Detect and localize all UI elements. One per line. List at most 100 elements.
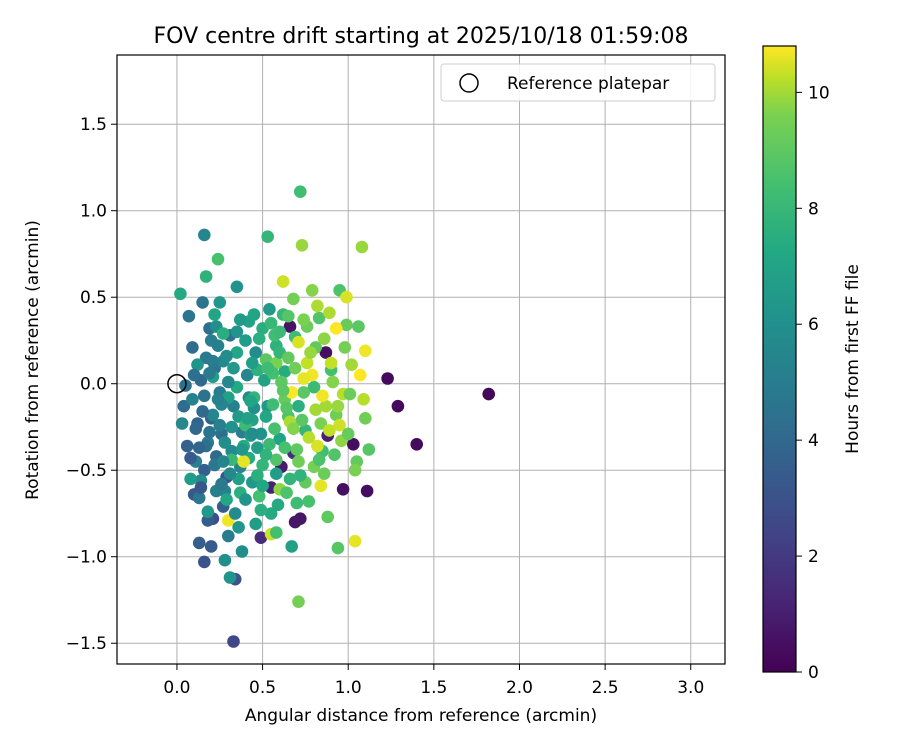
scatter-point xyxy=(252,332,266,346)
colorbar-gradient xyxy=(762,45,797,673)
scatter-point xyxy=(287,422,300,436)
legend-label: Reference platepar xyxy=(507,74,669,94)
colorbar-tick-label: 2 xyxy=(808,547,819,567)
scatter-point xyxy=(204,540,218,553)
scatter-point xyxy=(249,517,262,531)
scatter-point xyxy=(222,375,235,389)
scatter-point xyxy=(259,410,273,423)
x-axis-label: Angular distance from reference (arcmin) xyxy=(245,706,597,726)
scatter-point xyxy=(196,296,209,309)
scatter-point xyxy=(314,417,328,430)
scatter-point xyxy=(357,393,370,406)
scatter-point xyxy=(278,441,292,455)
scatter-point xyxy=(311,299,324,313)
scatter-point xyxy=(362,443,376,456)
scatter-point xyxy=(189,422,203,436)
scatter-point xyxy=(251,441,264,455)
scatter-point xyxy=(239,493,252,506)
colorbar-tick-label: 0 xyxy=(808,663,819,683)
scatter-point xyxy=(302,495,316,508)
scatter-point xyxy=(410,438,424,451)
scatter-points xyxy=(174,185,496,648)
scatter-point xyxy=(278,365,292,378)
scatter-point xyxy=(290,496,304,510)
scatter-point xyxy=(312,311,326,325)
scatter-point xyxy=(228,507,242,520)
scatter-point xyxy=(249,346,262,359)
scatter-point xyxy=(235,545,249,558)
scatter-point xyxy=(295,413,309,427)
scatter-point xyxy=(201,505,215,518)
scatter-point xyxy=(297,372,311,385)
legend-box xyxy=(440,63,716,102)
y-axis-ticks: −1.5 −1.0 −0.5 0.0 0.5 1.0 1.5 xyxy=(66,115,117,654)
scatter-point xyxy=(235,443,249,456)
scatter-point xyxy=(211,393,225,406)
scatter-point xyxy=(247,308,261,321)
scatter-point xyxy=(191,358,204,372)
colorbar-ticks: 0 2 4 6 8 10 xyxy=(796,83,830,683)
scatter-point xyxy=(256,479,269,493)
x-tick-label: 1.5 xyxy=(420,678,447,698)
scatter-point xyxy=(263,303,276,316)
scatter-point xyxy=(353,368,367,382)
scatter-point xyxy=(285,540,299,553)
scatter-point xyxy=(222,529,235,543)
scatter-point xyxy=(192,441,206,455)
scatter-point xyxy=(263,438,276,451)
scatter-point xyxy=(323,306,336,320)
scatter-point xyxy=(216,327,230,340)
scatter-point xyxy=(283,320,297,333)
colorbar-label: Hours from first FF file xyxy=(843,264,863,454)
scatter-point xyxy=(258,374,271,387)
scatter-point xyxy=(307,380,321,394)
scatter-point xyxy=(348,463,362,477)
scatter-point xyxy=(266,398,280,411)
scatter-point xyxy=(292,595,305,608)
scatter-point xyxy=(218,553,232,567)
scatter-point xyxy=(341,427,355,441)
scatter-point xyxy=(319,399,333,413)
scatter-point xyxy=(321,510,335,524)
scatter-point xyxy=(270,526,283,539)
scatter-point xyxy=(280,401,293,415)
scatter-point xyxy=(192,536,206,550)
chart-title: FOV centre drift starting at 2025/10/18 … xyxy=(154,24,689,49)
scatter-point xyxy=(348,534,362,548)
scatter-point xyxy=(282,309,295,323)
scatter-point xyxy=(295,239,309,252)
scatter-point xyxy=(182,309,196,323)
scatter-point xyxy=(283,472,297,486)
scatter-point xyxy=(196,405,209,418)
scatter-point xyxy=(237,455,250,468)
scatter-point xyxy=(174,287,187,301)
scatter-point xyxy=(309,403,323,417)
scatter-point xyxy=(252,489,266,503)
scatter-point xyxy=(264,316,278,330)
scatter-point xyxy=(251,469,264,482)
y-tick-label: 0.5 xyxy=(80,288,107,308)
scatter-point xyxy=(220,493,233,506)
scatter-point xyxy=(223,467,237,481)
x-tick-label: 2.5 xyxy=(592,678,619,698)
scatter-point xyxy=(282,351,295,365)
scatter-point xyxy=(287,292,300,306)
scatter-point xyxy=(261,361,275,375)
scatter-point xyxy=(280,486,293,500)
scatter-point xyxy=(198,228,211,242)
scatter-point xyxy=(240,412,254,425)
scatter-point xyxy=(312,453,326,467)
scatter-point xyxy=(184,451,197,465)
scatter-point xyxy=(292,335,305,349)
colorbar-tick-label: 10 xyxy=(808,83,830,103)
scatter-point xyxy=(194,481,208,494)
scatter-point xyxy=(225,420,238,434)
scatter-point xyxy=(218,436,232,449)
scatter-point xyxy=(338,341,352,354)
scatter-point xyxy=(273,325,287,339)
scatter-point xyxy=(482,387,496,401)
scatter-point xyxy=(391,399,405,413)
legend: Reference platepar xyxy=(440,63,716,102)
scatter-point xyxy=(268,422,281,436)
